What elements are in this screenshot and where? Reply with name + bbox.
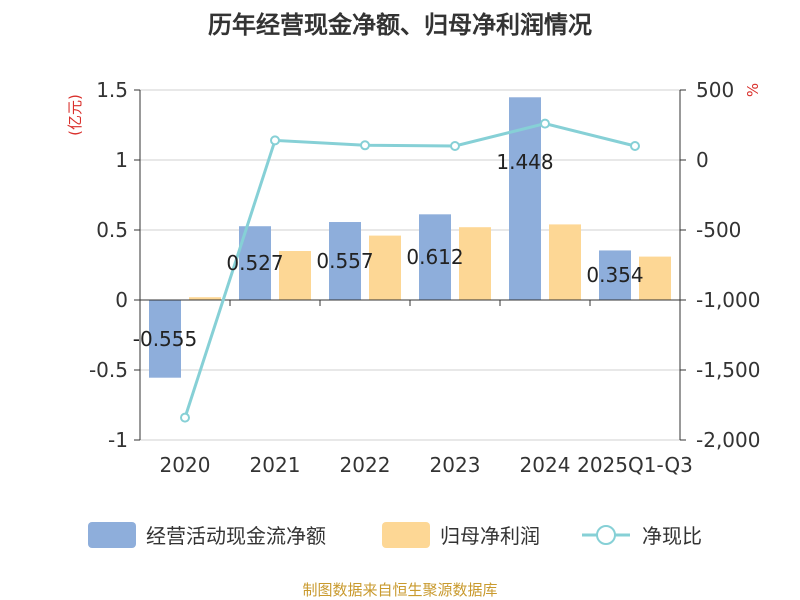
legend-swatch (382, 522, 430, 548)
legend: 经营活动现金流净额 归母净利润 净现比 (88, 522, 702, 548)
y-left-tick-label: 1 (115, 148, 128, 172)
legend-swatch-marker (596, 525, 616, 545)
line-point (540, 118, 550, 129)
line-point (630, 141, 640, 151)
bar-data-label: 0.612 (406, 245, 463, 269)
bars-layer (149, 97, 671, 378)
bar-data-label: 0.527 (226, 251, 283, 275)
data-labels-layer: -0.555 0.527 0.557 0.612 1.448 0.354 (133, 150, 644, 351)
y-axis-right-label: % (744, 83, 762, 97)
bar-profit (279, 251, 311, 300)
y-left-tick-label: 1.5 (96, 78, 128, 102)
legend-swatch (88, 522, 136, 548)
x-tick-label: 2024 (520, 453, 571, 477)
bar-data-label: 1.448 (496, 150, 553, 174)
bar-profit (459, 227, 491, 300)
line-point (450, 141, 460, 151)
bar-data-label: -0.555 (133, 327, 197, 351)
bar-cashflow (419, 214, 451, 300)
x-tick-label: 2022 (340, 453, 391, 477)
legend-item: 经营活动现金流净额 (88, 522, 326, 548)
bar-profit (189, 297, 221, 300)
legend-label: 经营活动现金流净额 (146, 524, 326, 548)
legend-item: 归母净利润 (382, 522, 540, 548)
x-tick-label: 2020 (160, 453, 211, 477)
y-left-tick-label: -1 (108, 428, 128, 452)
legend-item: 净现比 (582, 524, 702, 548)
x-tick-label: 2025Q1-Q3 (577, 453, 693, 477)
chart-title: 历年经营现金净额、归母净利润情况 (208, 11, 592, 39)
y-right-tick-label: -1,500 (696, 358, 760, 382)
bar-profit (549, 224, 581, 300)
bar-data-label: 0.557 (316, 249, 373, 273)
bar-cashflow (599, 250, 631, 300)
line-ratio (183, 122, 636, 419)
y-right-tick-label: -500 (696, 218, 741, 242)
bar-profit (639, 256, 671, 300)
y-right-tick-label: -2,000 (696, 428, 760, 452)
y-left-tick-label: 0.5 (96, 218, 128, 242)
legend-label: 净现比 (642, 524, 702, 548)
x-tick-label: 2021 (250, 453, 301, 477)
y-right-tick-label: 500 (696, 78, 734, 102)
y-axis-left-label: (亿元) (66, 94, 84, 136)
bar-profit (369, 235, 401, 300)
line-point (270, 135, 280, 146)
legend-label: 归母净利润 (440, 524, 540, 548)
source-note: 制图数据来自恒生聚源数据库 (302, 581, 497, 599)
line-layer (180, 118, 640, 423)
y-left-tick-label: 0 (115, 288, 128, 312)
bar-cashflow (149, 300, 181, 378)
bar-cashflow (329, 222, 361, 300)
x-tick-label: 2023 (430, 453, 481, 477)
bar-data-label: 0.354 (586, 263, 643, 287)
y-right-tick-label: -1,000 (696, 288, 760, 312)
y-left-tick-label: -0.5 (89, 358, 128, 382)
y-right-tick-label: 0 (696, 148, 709, 172)
axes-layer: -1 -0.5 0 0.5 1 1.5 -2,000 -1,500 -1,000 -500 0 500… (89, 78, 761, 477)
line-point (180, 412, 190, 423)
line-point (360, 140, 370, 151)
